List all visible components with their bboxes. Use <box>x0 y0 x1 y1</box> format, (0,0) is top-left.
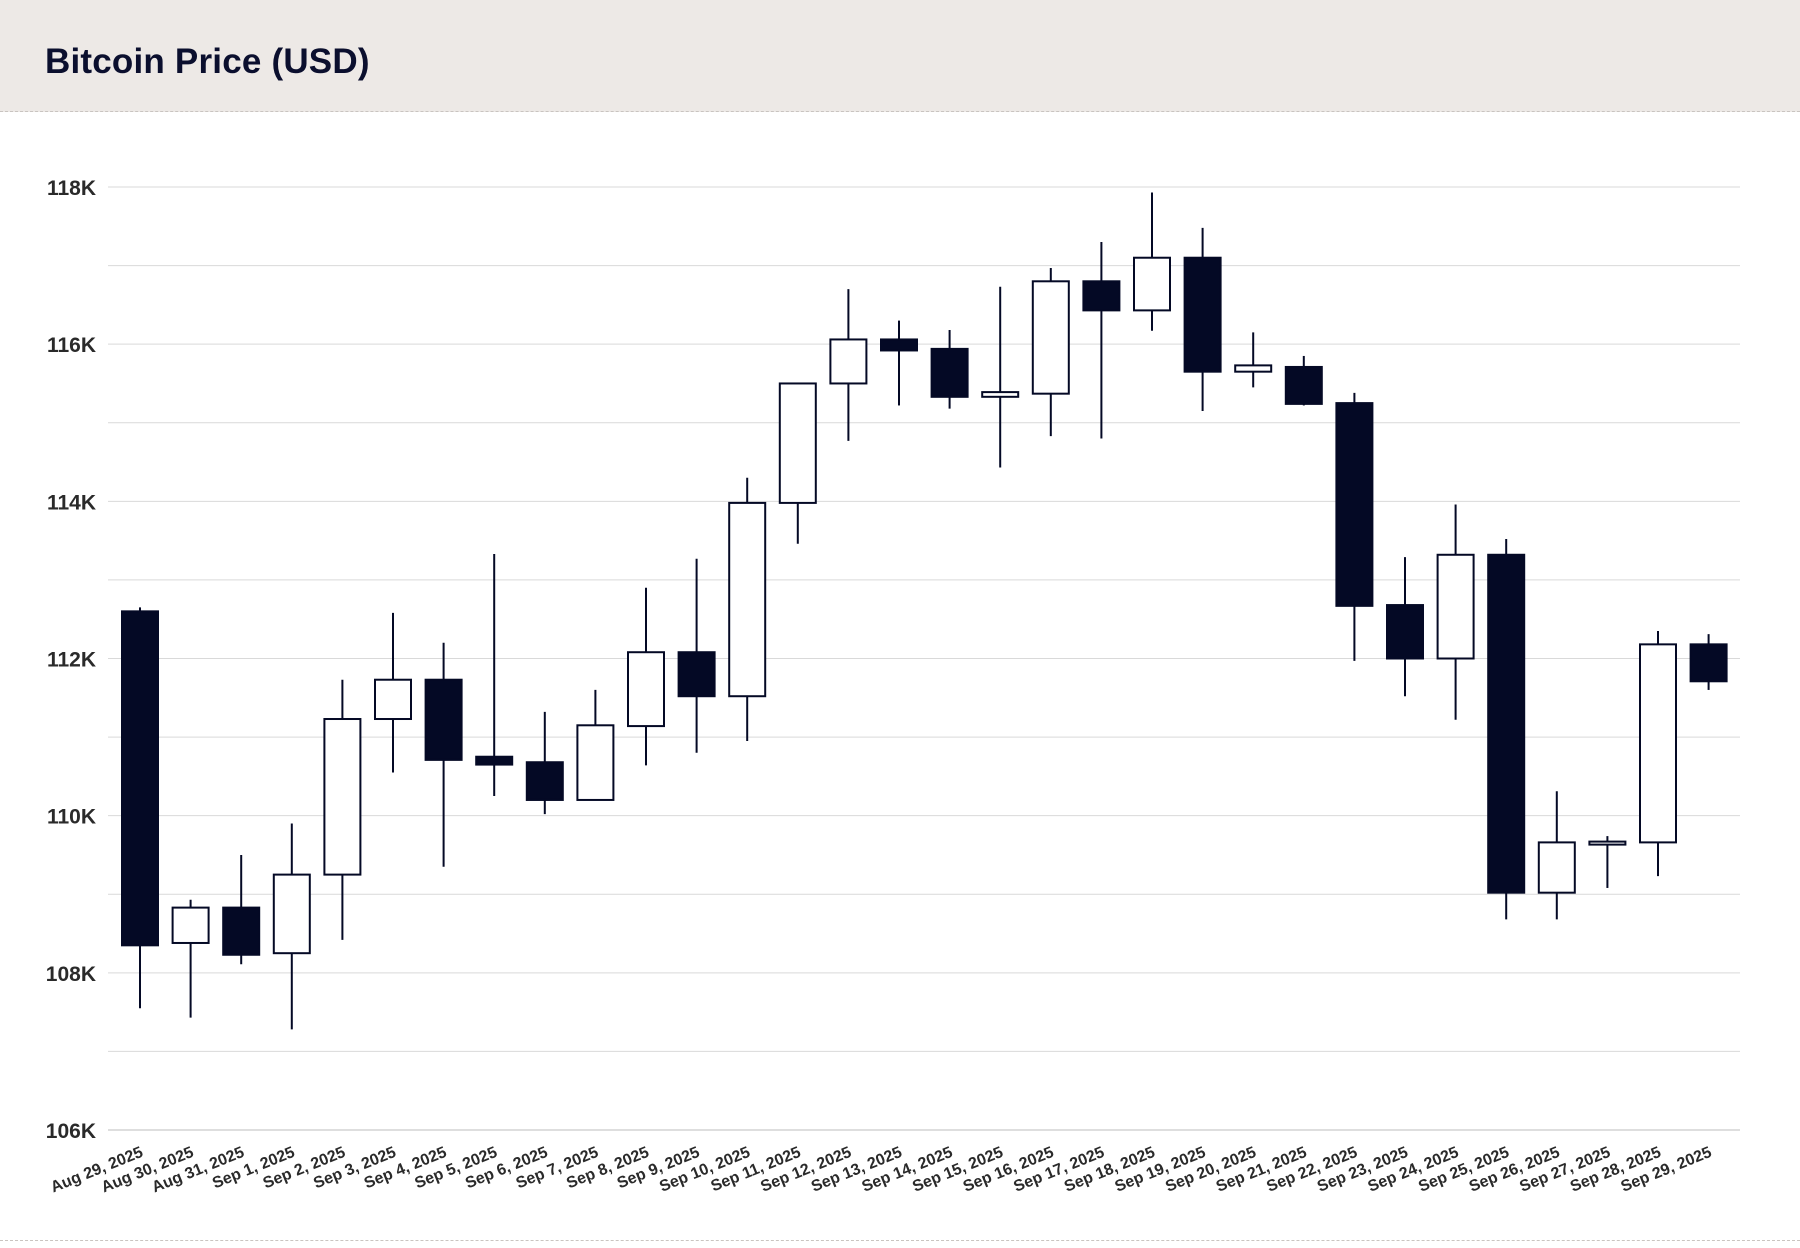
candle[interactable] <box>1335 392 1374 661</box>
chart-area: 106K 108K 110K 112K 114K 116K 118K Aug 29, 202… <box>0 112 1800 1243</box>
candle[interactable] <box>1133 192 1171 331</box>
candle-body <box>1386 604 1424 660</box>
candle[interactable] <box>576 689 615 801</box>
candle-body <box>272 873 311 955</box>
candle[interactable] <box>323 679 362 940</box>
candle[interactable] <box>121 607 159 1009</box>
candle-body <box>1436 553 1475 660</box>
candle-body <box>323 718 362 876</box>
candle-body <box>627 651 665 728</box>
candle-body <box>1031 280 1070 395</box>
candle[interactable] <box>829 289 868 441</box>
candle-body <box>374 678 412 721</box>
candle-body <box>525 761 564 801</box>
candle[interactable] <box>880 320 918 406</box>
candle-body <box>1082 280 1121 312</box>
candle-body <box>677 651 716 698</box>
candle-body <box>930 347 969 398</box>
candle[interactable] <box>728 477 767 742</box>
candle[interactable] <box>627 587 665 766</box>
candle[interactable] <box>778 382 817 544</box>
chart-header: Bitcoin Price (USD) <box>0 0 1800 112</box>
candle-body <box>171 906 210 944</box>
candle[interactable] <box>1234 332 1273 388</box>
y-tick-label: 116K <box>47 334 96 357</box>
candle[interactable] <box>374 612 412 773</box>
page-title: Bitcoin Price (USD) <box>45 42 370 81</box>
candle-body <box>728 501 767 698</box>
candle[interactable] <box>272 823 311 1030</box>
candle[interactable] <box>930 330 969 409</box>
candle-body <box>222 906 261 956</box>
candle[interactable] <box>1082 242 1121 439</box>
candle-body <box>829 338 868 385</box>
candle-body <box>1335 402 1374 607</box>
footer-divider <box>0 1240 1800 1241</box>
candle-body <box>1537 841 1576 894</box>
candle-body <box>1133 256 1171 312</box>
candle[interactable] <box>677 558 716 753</box>
y-tick-label: 108K <box>46 963 96 986</box>
candle[interactable] <box>1639 630 1677 877</box>
candle[interactable] <box>475 553 514 797</box>
y-tick-label: 106K <box>46 1120 96 1143</box>
candle-body <box>1487 553 1526 894</box>
candle-body <box>475 755 514 766</box>
y-axis-ticks: 106K 108K 110K 112K 114K 116K 118K <box>46 177 96 1143</box>
candle-body <box>424 678 463 761</box>
candle-body <box>576 724 615 801</box>
candle-body <box>1639 643 1677 844</box>
candle[interactable] <box>171 899 210 1018</box>
candle-body <box>1183 256 1222 373</box>
candle[interactable] <box>222 854 261 965</box>
candle-body <box>778 382 817 504</box>
candle-body <box>121 610 159 947</box>
candle-body <box>1284 365 1323 405</box>
y-tick-label: 118K <box>47 177 96 200</box>
candle-body <box>1234 364 1273 373</box>
candle-body <box>880 338 918 352</box>
y-tick-label: 110K <box>47 806 96 829</box>
gridlines <box>108 186 1740 1131</box>
y-tick-label: 112K <box>47 649 96 672</box>
candle-body <box>1689 643 1728 683</box>
candle[interactable] <box>525 711 564 815</box>
candle[interactable] <box>1284 355 1323 406</box>
candle-body <box>1588 840 1627 846</box>
candle[interactable] <box>1689 634 1728 690</box>
candle[interactable] <box>1031 267 1070 437</box>
candle[interactable] <box>981 286 1020 468</box>
candlestick-chart: 106K 108K 110K 112K 114K 116K 118K Aug 29, 202… <box>46 177 1740 1196</box>
candle[interactable] <box>1588 836 1627 888</box>
candle-body <box>981 391 1020 398</box>
candle[interactable] <box>1487 539 1526 920</box>
candle[interactable] <box>1537 791 1576 920</box>
candle[interactable] <box>1436 504 1475 720</box>
candle[interactable] <box>1386 557 1424 697</box>
candle[interactable] <box>1183 227 1222 411</box>
candles <box>121 192 1728 1030</box>
candle[interactable] <box>424 642 463 867</box>
y-tick-label: 114K <box>47 491 96 514</box>
